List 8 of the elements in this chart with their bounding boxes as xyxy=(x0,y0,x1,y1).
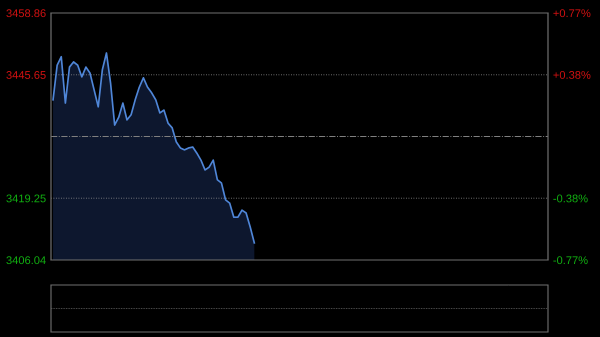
y2-tick-label: +0.77% xyxy=(553,9,590,18)
y-tick-label: 3445.65 xyxy=(6,71,46,79)
y2-tick-label: +0.38% xyxy=(553,71,590,79)
y-tick-label: 3419.25 xyxy=(6,194,46,202)
y-tick-label: 3406.04 xyxy=(6,256,46,264)
y-tick-label: 3458.86 xyxy=(6,9,46,18)
y2-tick-label: -0.77% xyxy=(553,256,588,264)
y2-tick-label: -0.38% xyxy=(553,194,588,202)
